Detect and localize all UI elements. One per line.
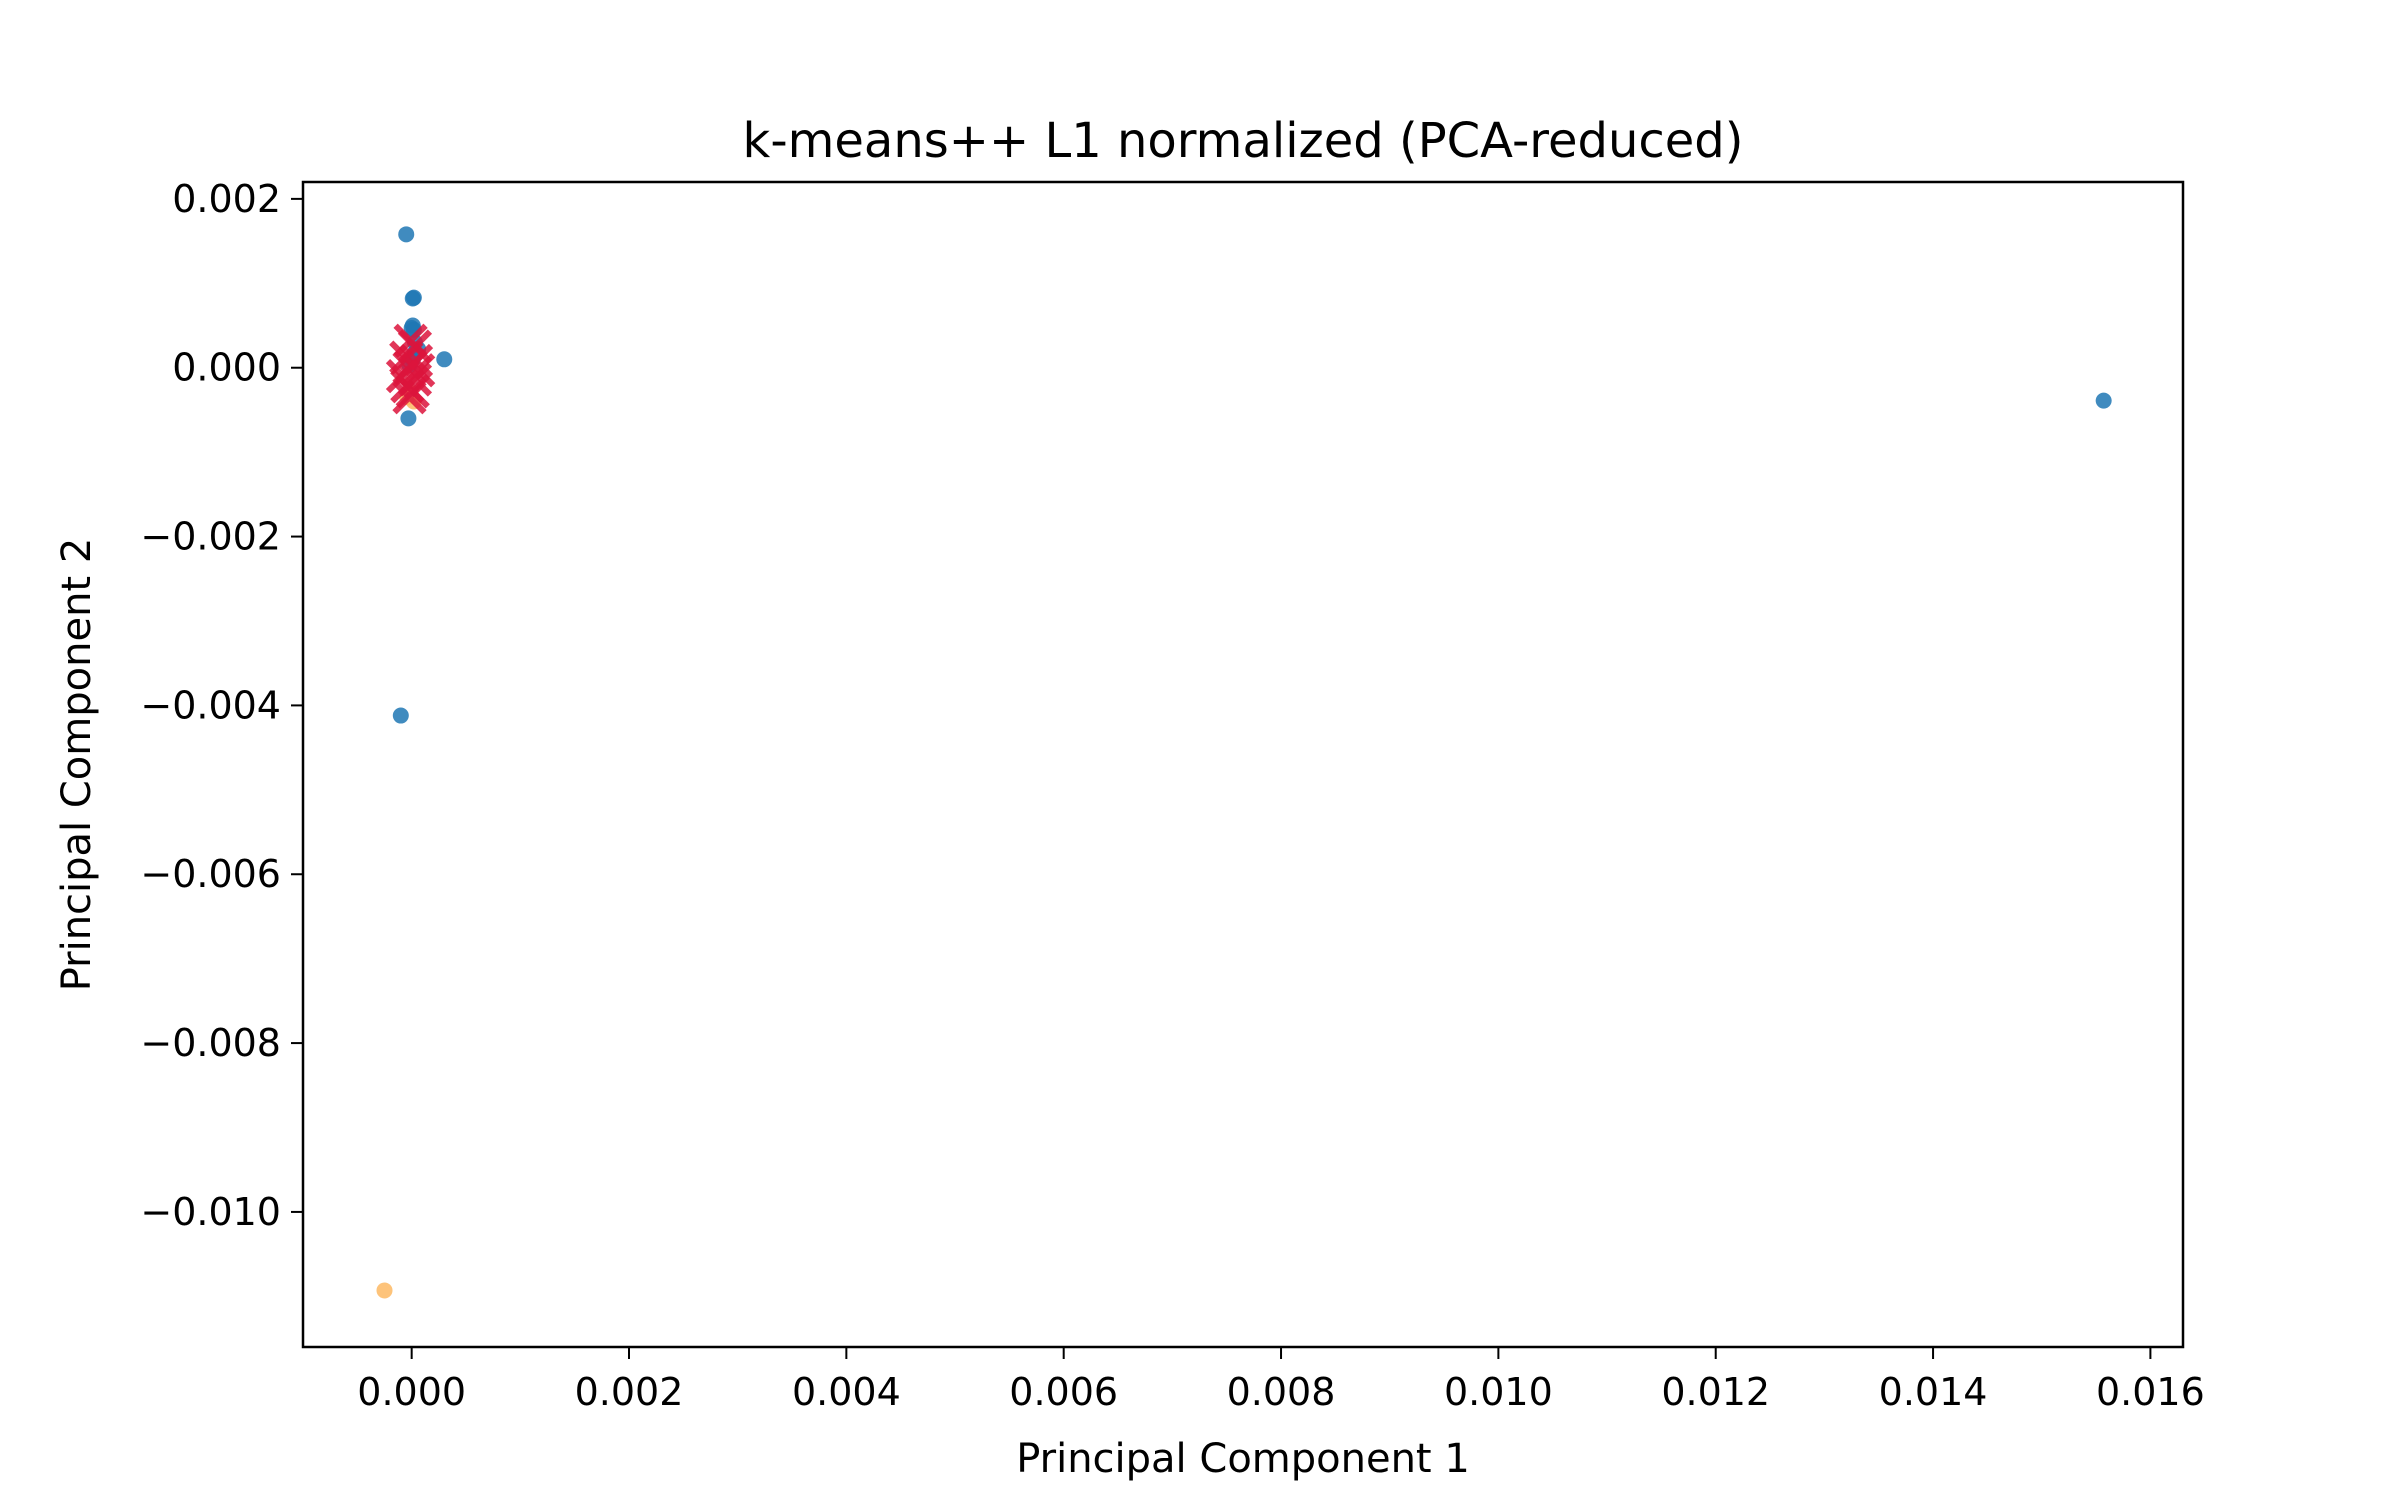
x-axis: 0.000 0.002 0.004 0.006 0.008 0.010 0.012 0.014… xyxy=(357,1347,2205,1414)
y-tick-label: −0.002 xyxy=(140,515,281,559)
y-tick-label: 0.002 xyxy=(172,177,281,221)
x-tick-label: 0.012 xyxy=(1661,1370,1770,1414)
x-tick-label: 0.016 xyxy=(2096,1370,2205,1414)
data-point xyxy=(398,226,415,243)
y-tick-label: 0.000 xyxy=(172,346,281,390)
x-tick-label: 0.014 xyxy=(1879,1370,1988,1414)
y-axis: 0.002 0.000 −0.002 −0.004 −0.006 −0.008 −0.010 xyxy=(140,177,303,1234)
series-0 xyxy=(392,226,2112,724)
x-tick-label: 0.006 xyxy=(1009,1370,1118,1414)
x-tick-label: 0.000 xyxy=(357,1370,466,1414)
data-point xyxy=(400,410,417,427)
points-layer xyxy=(376,226,2112,1299)
data-point xyxy=(404,290,421,307)
x-tick-label: 0.008 xyxy=(1227,1370,1336,1414)
y-tick-label: −0.008 xyxy=(140,1021,281,1065)
data-point xyxy=(2095,392,2112,409)
y-axis-label: Principal Component 2 xyxy=(54,538,100,992)
y-tick-label: −0.010 xyxy=(140,1190,281,1234)
x-tick-label: 0.010 xyxy=(1444,1370,1553,1414)
y-tick-label: −0.004 xyxy=(140,683,281,727)
plot-frame xyxy=(301,180,2185,1349)
x-axis-label: Principal Component 1 xyxy=(1016,1436,1470,1482)
data-point xyxy=(392,707,409,724)
series-1 xyxy=(376,385,422,1299)
centroid-marker xyxy=(392,380,427,415)
y-tick-label: −0.006 xyxy=(140,852,281,896)
x-tick-label: 0.004 xyxy=(792,1370,901,1414)
x-tick-label: 0.002 xyxy=(575,1370,684,1414)
centroid-marker xyxy=(385,359,421,394)
data-point xyxy=(436,351,453,368)
series-2 xyxy=(385,323,436,415)
data-point xyxy=(376,1282,393,1299)
chart-title: k-means++ L1 normalized (PCA-reduced) xyxy=(743,113,1744,169)
